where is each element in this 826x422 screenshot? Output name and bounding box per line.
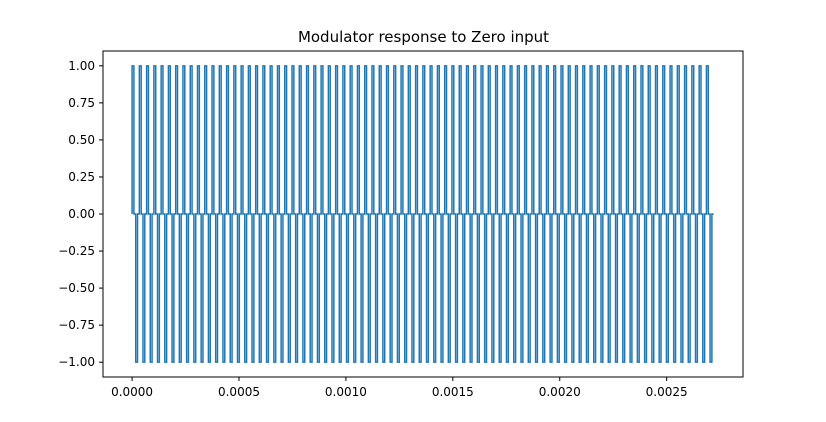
- y-axis: 1.00 0.75 0.50 0.25 0.00 −0.25 −0.50 −0.75 −1.00: [58, 59, 103, 369]
- x-tick-label: 0.0005: [218, 385, 260, 399]
- x-tick-label: 0.0010: [325, 385, 367, 399]
- x-tick-label: 0.0025: [646, 385, 688, 399]
- x-axis: 0.0000 0.0005 0.0010 0.0015 0.0020 0.0025: [111, 377, 688, 399]
- x-tick-label: 0.0015: [432, 385, 474, 399]
- x-tick-label: 0.0020: [539, 385, 581, 399]
- y-tick-label: 0.75: [68, 96, 95, 110]
- y-tick-label: −0.75: [58, 318, 95, 332]
- y-tick-label: 0.00: [68, 207, 95, 221]
- chart-title: Modulator response to Zero input: [298, 28, 549, 46]
- plot-area: [131, 65, 714, 363]
- y-tick-label: 0.25: [68, 170, 95, 184]
- y-tick-label: −0.50: [58, 281, 95, 295]
- y-tick-label: 0.50: [68, 133, 95, 147]
- series-line-0: [131, 65, 714, 363]
- y-tick-label: −0.25: [58, 244, 95, 258]
- y-tick-label: 1.00: [68, 59, 95, 73]
- x-tick-label: 0.0000: [111, 385, 153, 399]
- y-tick-label: −1.00: [58, 355, 95, 369]
